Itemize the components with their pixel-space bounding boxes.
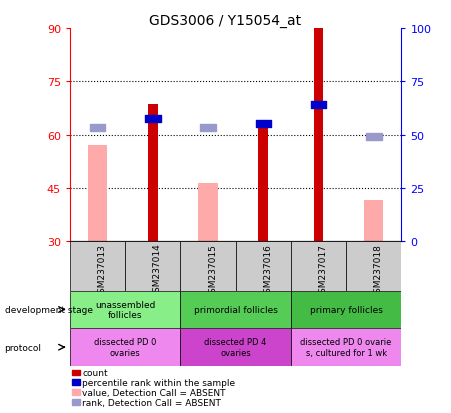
Text: primary follicles: primary follicles (310, 305, 382, 314)
FancyBboxPatch shape (125, 242, 180, 291)
Text: GSM237016: GSM237016 (263, 243, 272, 298)
FancyBboxPatch shape (70, 242, 125, 291)
Text: dissected PD 4
ovaries: dissected PD 4 ovaries (204, 338, 267, 357)
Text: GSM237017: GSM237017 (318, 243, 327, 298)
FancyBboxPatch shape (235, 242, 291, 291)
Text: GSM237013: GSM237013 (97, 243, 106, 298)
FancyBboxPatch shape (180, 328, 291, 366)
Text: protocol: protocol (5, 343, 41, 352)
Text: unassembled
follicles: unassembled follicles (95, 300, 155, 319)
Bar (258, 123, 268, 242)
FancyBboxPatch shape (70, 291, 180, 328)
FancyBboxPatch shape (180, 291, 291, 328)
Bar (72, 389, 80, 395)
Text: count: count (82, 368, 108, 377)
Bar (88, 146, 107, 242)
Text: dissected PD 0
ovaries: dissected PD 0 ovaries (94, 338, 156, 357)
Text: development stage: development stage (5, 305, 92, 314)
FancyBboxPatch shape (291, 242, 346, 291)
Text: GSM237018: GSM237018 (374, 243, 383, 298)
Text: value, Detection Call = ABSENT: value, Detection Call = ABSENT (82, 388, 226, 396)
Bar (72, 380, 80, 385)
Text: GSM237015: GSM237015 (208, 243, 217, 298)
Text: dissected PD 0 ovarie
s, cultured for 1 wk: dissected PD 0 ovarie s, cultured for 1 … (300, 338, 392, 357)
Text: primordial follicles: primordial follicles (194, 305, 277, 314)
FancyBboxPatch shape (70, 328, 180, 366)
FancyBboxPatch shape (180, 242, 235, 291)
Text: GDS3006 / Y15054_at: GDS3006 / Y15054_at (149, 14, 302, 28)
Bar (364, 201, 383, 242)
Bar (313, 29, 323, 242)
Bar (198, 183, 218, 242)
Bar (72, 370, 80, 375)
FancyBboxPatch shape (346, 242, 401, 291)
Bar (148, 105, 158, 242)
Text: percentile rank within the sample: percentile rank within the sample (82, 378, 235, 387)
FancyBboxPatch shape (291, 328, 401, 366)
FancyBboxPatch shape (291, 291, 401, 328)
Text: rank, Detection Call = ABSENT: rank, Detection Call = ABSENT (82, 398, 221, 406)
Bar (72, 399, 80, 405)
Text: GSM237014: GSM237014 (153, 243, 162, 298)
